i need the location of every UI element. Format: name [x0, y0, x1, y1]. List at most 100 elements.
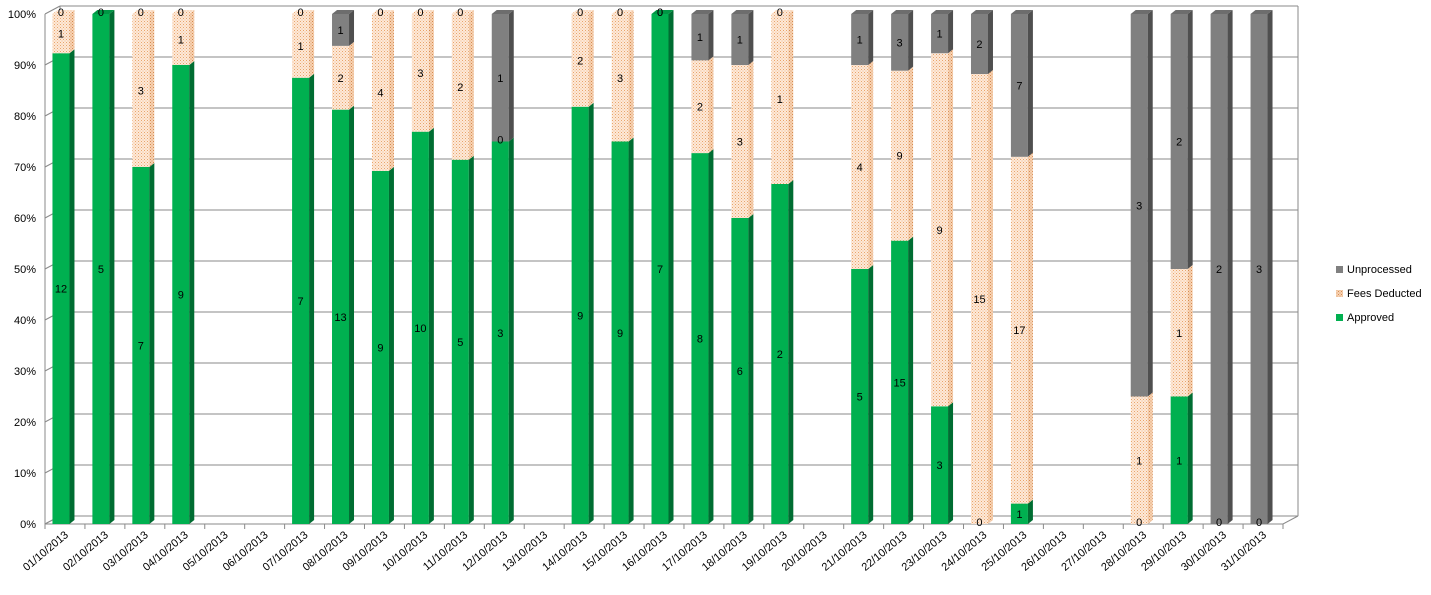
bar-segment [771, 14, 789, 184]
bar-segment [92, 14, 110, 524]
data-label: 9 [897, 151, 903, 163]
bar-segment-side [708, 10, 714, 61]
bar-segment [491, 14, 509, 142]
data-label: 1 [58, 29, 64, 41]
bar-top-cap [851, 10, 874, 14]
bars [52, 10, 1273, 525]
bar-segment [1170, 396, 1188, 524]
bar-segment-side [788, 180, 794, 524]
bar-segment-side [189, 10, 195, 65]
data-label: 0 [617, 7, 623, 19]
bar-segment [371, 170, 389, 524]
bar-top-cap [371, 10, 394, 14]
data-label: 1 [697, 32, 703, 44]
bar-segment [332, 109, 350, 524]
bar-segment-side [1227, 10, 1233, 524]
data-label: 0 [178, 7, 184, 19]
data-label: 3 [617, 73, 623, 85]
gridline-side [44, 5, 61, 15]
bar-segment-side [748, 214, 754, 524]
bar-segment-side [628, 10, 634, 142]
data-label: 7 [1016, 80, 1022, 92]
data-label: 17 [1013, 325, 1025, 337]
bar-segment-side [748, 61, 754, 218]
data-label: 0 [58, 7, 64, 19]
data-label: 0 [98, 7, 104, 19]
bar-segment-side [149, 163, 155, 524]
data-label: 12 [55, 284, 67, 296]
data-label: 9 [178, 290, 184, 302]
bar-segment [611, 14, 629, 142]
bar-segment [571, 106, 589, 525]
data-label: 2 [577, 55, 583, 67]
data-label: 8 [697, 334, 703, 346]
bar-segment-side [508, 137, 514, 524]
bar-segment [332, 14, 350, 46]
bar-segment-side [1027, 152, 1033, 504]
data-label: 9 [577, 310, 583, 322]
bar-segment-side [1187, 392, 1193, 524]
data-label: 1 [737, 35, 743, 47]
bar-segment-side [189, 61, 195, 524]
data-label: 2 [1216, 264, 1222, 276]
y-tick-label: 80% [14, 111, 36, 123]
bar-segment [571, 14, 589, 107]
data-label: 0 [777, 7, 783, 19]
bar-segment [172, 65, 190, 524]
data-label: 0 [138, 7, 144, 19]
y-tick-label: 20% [14, 417, 36, 429]
bar-segment-side [987, 70, 993, 524]
bar-segment-side [149, 10, 155, 167]
data-label: 5 [857, 392, 863, 404]
bar-top-cap [451, 10, 474, 14]
legend-swatch [1336, 266, 1343, 273]
bar-segment [731, 218, 749, 524]
y-tick-label: 60% [14, 213, 36, 225]
data-label: 0 [377, 7, 383, 19]
data-label: 1 [857, 35, 863, 47]
data-label: 6 [737, 366, 743, 378]
bar-segment [891, 14, 909, 71]
bar-segment [411, 131, 429, 524]
legend-label: Approved [1347, 312, 1394, 324]
bar-segment-side [908, 66, 914, 241]
bar-top-cap [731, 10, 754, 14]
bar-segment [1210, 14, 1228, 524]
y-tick-label: 50% [14, 264, 36, 276]
bar-segment [132, 14, 150, 167]
y-axis-ticks: 0% 10% 20% 30% 40% 50% 60% 70% 80% 90% 100% [8, 9, 36, 531]
bar-segment-side [349, 105, 355, 524]
data-label: 5 [457, 337, 463, 349]
data-label: 1 [1176, 455, 1182, 467]
bar-segment-side [468, 155, 474, 524]
data-label: 10 [414, 323, 426, 335]
bar-top-cap [491, 10, 514, 14]
bar-segment [52, 14, 70, 54]
data-label: 5 [98, 264, 104, 276]
data-label: 13 [334, 312, 346, 324]
bar-segment [1010, 156, 1028, 504]
bar-segment [891, 240, 909, 524]
bar-top-cap [611, 10, 634, 14]
y-tick-label: 100% [8, 9, 36, 21]
bar-segment-side [668, 10, 674, 524]
data-label: 3 [417, 68, 423, 80]
data-label: 7 [298, 296, 304, 308]
bar-segment [851, 14, 869, 65]
legend: Unprocessed Fees Deducted Approved [1336, 264, 1422, 324]
bar-segment-side [908, 236, 914, 524]
bar-top-cap [411, 10, 434, 14]
data-label: 1 [1016, 509, 1022, 521]
bar-top-cap [52, 10, 75, 14]
data-label: 1 [337, 25, 343, 37]
bar-top-cap [651, 10, 674, 14]
bar-segment [651, 14, 669, 524]
legend-swatch [1336, 290, 1343, 297]
bar-segment [1170, 14, 1188, 269]
x-axis-ticks: 01/10/201302/10/201303/10/201304/10/2013… [21, 529, 1269, 574]
bar-segment [691, 60, 709, 154]
data-label: 0 [417, 7, 423, 19]
data-label: 15 [973, 294, 985, 306]
bar-segment [851, 65, 869, 269]
data-label: 1 [1136, 455, 1142, 467]
